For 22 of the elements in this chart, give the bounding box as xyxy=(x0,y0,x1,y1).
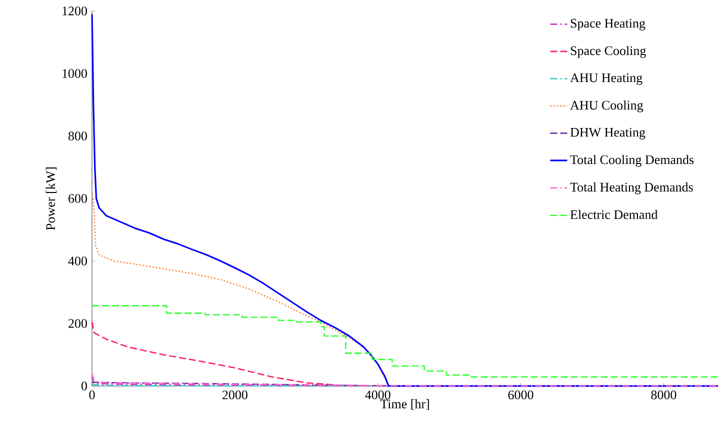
legend-label: Space Cooling xyxy=(570,46,646,58)
y-tick-label: 800 xyxy=(68,132,87,140)
y-axis-title: Power [kW] xyxy=(46,168,57,230)
x-tick-label: 4000 xyxy=(365,390,390,400)
legend-label: Total Cooling Demands xyxy=(570,154,694,167)
y-tick-label: 400 xyxy=(68,256,87,266)
legend-label: Electric Demand xyxy=(570,210,658,220)
y-tick-label: 600 xyxy=(68,194,87,203)
x-tick-label: 8000 xyxy=(651,390,676,400)
y-tick-label: 0 xyxy=(81,382,87,390)
x-axis-title: Time [hr] xyxy=(380,399,429,410)
legend-label: AHU Heating xyxy=(570,73,642,85)
legend-label: AHU Cooling xyxy=(570,100,644,112)
x-tick-label: 2000 xyxy=(222,390,248,400)
y-tick-label: 1200 xyxy=(62,6,87,16)
x-tick-label: 6000 xyxy=(508,390,534,400)
legend-label: Space Heating xyxy=(570,18,646,30)
y-tick-label: 200 xyxy=(68,319,87,328)
y-tick-label: 1000 xyxy=(62,69,87,78)
x-tick-label: 0 xyxy=(89,390,95,400)
legend-label: DHW Heating xyxy=(570,128,646,140)
legend-label: Total Heating Demands xyxy=(570,182,693,194)
